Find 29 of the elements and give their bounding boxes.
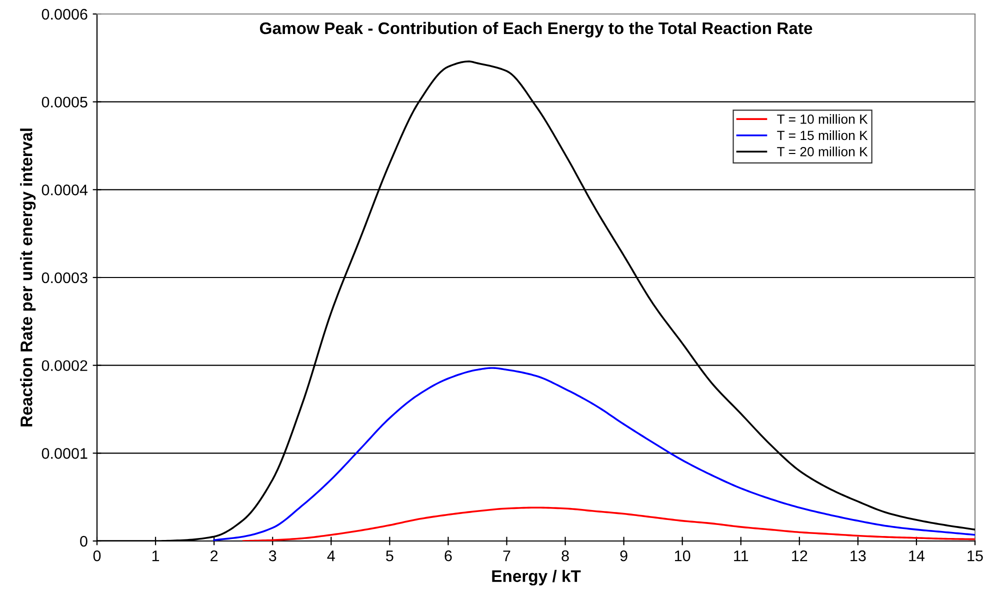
y-tick-label: 0.0004 [42,184,88,196]
y-tick-label: 0.0002 [42,360,88,372]
legend-label: T = 20 million K [777,146,868,156]
x-tick-label: 10 [675,550,690,562]
x-tick-label: 12 [792,550,808,562]
y-axis-title: Reaction Rate per unit energy interval [20,128,36,426]
x-tick-label: 1 [152,550,160,562]
y-tick-label: 0.0005 [42,96,88,108]
x-tick-label: 9 [620,550,628,562]
x-axis-title: Energy / kT [492,570,581,586]
x-tick-label: 4 [327,550,335,562]
x-tick-label: 13 [850,550,866,562]
y-tick-label: 0.0001 [42,448,88,459]
y-tick-label: 0.0003 [42,272,88,284]
chart-title: Gamow Peak - Contribution of Each Energy to the Total Reaction Rate [260,22,812,38]
y-tick-label: 0 [80,536,88,547]
x-tick-label: 5 [386,550,394,562]
x-tick-label: 2 [210,550,218,562]
x-tick-label: 3 [268,550,276,562]
legend-label: T = 10 million K [777,114,868,124]
x-tick-label: 15 [968,550,983,562]
x-tick-label: 0 [93,550,101,562]
x-tick-label: 6 [444,550,452,562]
legend-label: T = 15 million K [777,130,868,140]
x-tick-label: 7 [503,550,510,562]
y-tick-label: 0.0006 [42,8,88,20]
x-tick-label: 11 [734,550,748,562]
x-tick-label: 8 [562,550,569,562]
x-tick-label: 14 [909,550,925,562]
